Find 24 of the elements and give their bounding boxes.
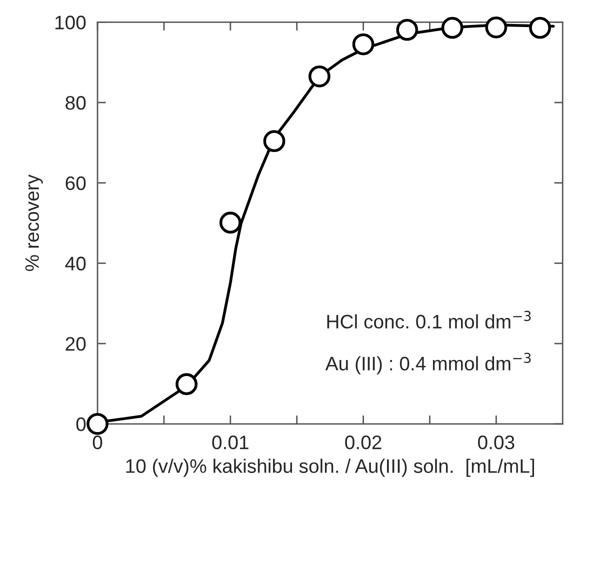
point [485,16,508,38]
y-tick-label: 0 [76,417,86,432]
y-tick-label: 80 [66,96,86,110]
y-axis-title: % recovery [25,174,43,271]
point [176,373,198,396]
annotation: Au (III) : 0.4 mmol dm$^{−3}$ [325,352,531,374]
point [352,33,374,56]
x-axis-title: 10 (v/v)% kakishibu soln. / Au(III) soln. [mL/mL] [126,458,534,477]
x-tick-label: 0.01 [212,436,248,450]
y-tick-label: 60 [66,176,86,190]
point [308,65,330,88]
point [529,16,552,39]
x-tick-label: 0.03 [478,436,514,450]
x-tick-label: 0 [92,436,102,450]
y-tick-label: 40 [65,256,86,270]
x-tick-label: 0.02 [345,436,382,450]
point [263,130,286,152]
y-tick-label: 20 [66,337,86,351]
y-tick-label: 100 [55,16,86,30]
point [441,16,464,39]
point [219,212,242,234]
point [86,412,108,435]
point [396,18,418,41]
annotation: HCl conc. 0.1 mol dm$^{−3}$ [327,310,531,329]
